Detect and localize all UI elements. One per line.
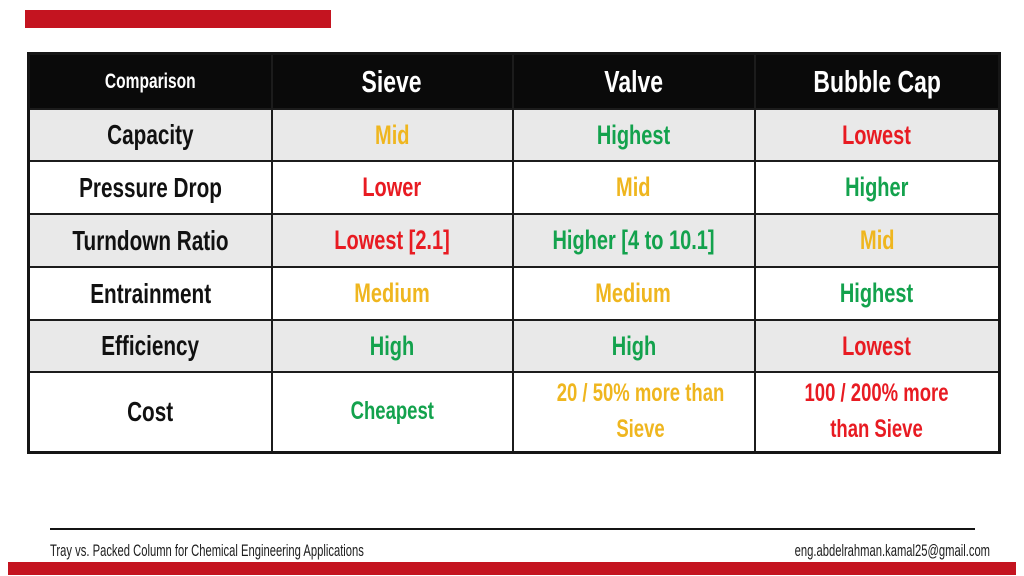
row-pressure-drop: Pressure Drop Lower Mid Higher [27,160,1001,215]
comparison-table: Comparison Sieve Valve Bubble Cap Capaci… [27,52,1001,454]
row-turndown-ratio: Turndown Ratio Lowest [2.1] Higher [4 to… [27,213,1001,268]
turndown-sieve-value: Lowest [2.1] [270,213,514,268]
pressure-sieve-value: Lower [270,160,514,215]
comparison-table-container: Comparison Sieve Valve Bubble Cap Capaci… [27,52,1001,454]
efficiency-sieve-value: High [270,319,514,373]
row-label-efficiency: Efficiency [27,319,273,373]
top-accent-bar [25,10,331,28]
turndown-bubble-value: Mid [753,213,1001,268]
header-bubble-cap: Bubble Cap [753,52,1001,110]
footer-title: Tray vs. Packed Column for Chemical Engi… [50,541,364,560]
cost-bubble-value: 100 / 200% more than Sieve [753,371,1001,453]
footer-email: eng.abdelrahman.kamal25@gmail.com [794,541,990,560]
pressure-valve-value: Mid [511,160,756,215]
cost-valve-value: 20 / 50% more than Sieve [511,371,756,453]
capacity-sieve-value: Mid [270,108,514,162]
row-entrainment: Entrainment Medium Medium Highest [27,266,1001,321]
header-row: Comparison Sieve Valve Bubble Cap [27,52,1001,110]
capacity-bubble-value: Lowest [753,108,1001,162]
capacity-valve-value: Highest [511,108,756,162]
efficiency-valve-value: High [511,319,756,373]
row-cost: Cost Cheapest 20 / 50% more than Sieve 1… [27,371,1001,453]
header-comparison: Comparison [27,52,273,110]
pressure-bubble-value: Higher [753,160,1001,215]
row-capacity: Capacity Mid Highest Lowest [27,108,1001,162]
row-label-entrainment: Entrainment [27,266,273,321]
footer-divider [50,528,975,530]
turndown-valve-value: Higher [4 to 10.1] [511,213,756,268]
row-label-cost: Cost [27,371,273,453]
row-label-turndown-ratio: Turndown Ratio [27,213,273,268]
entrainment-sieve-value: Medium [270,266,514,321]
efficiency-bubble-value: Lowest [753,319,1001,373]
header-valve: Valve [511,52,756,110]
row-efficiency: Efficiency High High Lowest [27,319,1001,373]
bottom-accent-bar [8,562,1016,575]
header-sieve: Sieve [270,52,514,110]
cost-sieve-value: Cheapest [270,371,514,453]
entrainment-bubble-value: Highest [753,266,1001,321]
row-label-capacity: Capacity [27,108,273,162]
entrainment-valve-value: Medium [511,266,756,321]
row-label-pressure-drop: Pressure Drop [27,160,273,215]
